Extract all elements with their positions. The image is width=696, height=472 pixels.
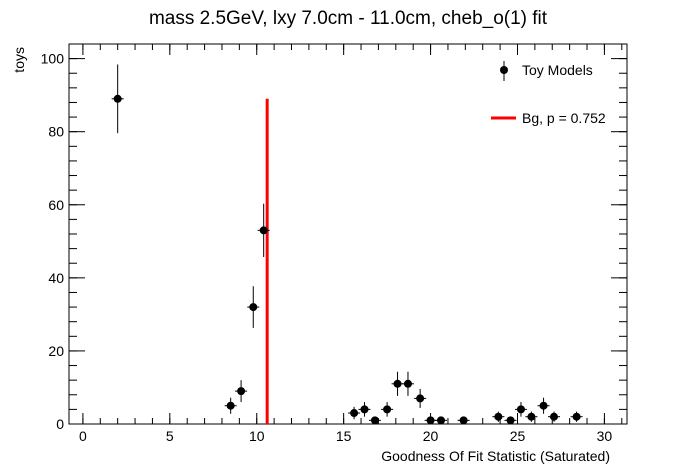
x-tick-label: 0: [79, 428, 87, 444]
x-tick-label: 15: [336, 428, 352, 444]
data-point: [383, 405, 392, 414]
plot-frame: [68, 43, 628, 425]
legend-label-bg: Bg, p = 0.752: [522, 110, 606, 126]
y-tick-label: 100: [41, 51, 65, 67]
data-point: [393, 379, 402, 388]
legend-label-toy-models: Toy Models: [522, 62, 593, 78]
data-point: [416, 394, 425, 403]
x-tick-label: 30: [597, 428, 613, 444]
y-tick-label: 80: [48, 124, 64, 140]
y-tick-label: 20: [48, 343, 64, 359]
data-point: [527, 412, 536, 421]
data-point: [426, 416, 435, 425]
data-point: [459, 416, 468, 425]
data-point: [259, 226, 268, 235]
data-point: [350, 409, 359, 418]
data-point: [237, 387, 246, 396]
x-axis-label: Goodness Of Fit Statistic (Saturated): [381, 448, 610, 464]
data-point: [403, 379, 412, 388]
legend: Toy Models Bg, p = 0.752: [491, 61, 606, 126]
data-point: [437, 416, 445, 425]
data-point: [226, 401, 235, 410]
data-point: [549, 412, 558, 421]
x-tick-label: 25: [510, 428, 526, 444]
x-axis: 0 5 10 15 20 25 30: [79, 44, 623, 444]
x-tick-label: 20: [423, 428, 439, 444]
data-point: [539, 401, 548, 410]
data-point: [113, 94, 122, 103]
x-tick-label: 10: [249, 428, 265, 444]
data-point: [370, 416, 379, 425]
y-axis-label: toys: [11, 47, 27, 73]
y-tick-label: 60: [48, 197, 64, 213]
y-tick-label: 40: [48, 270, 64, 286]
data-point: [506, 416, 515, 425]
data-point: [572, 412, 581, 421]
y-tick-label: 0: [56, 416, 64, 432]
data-point: [494, 412, 503, 421]
x-tick-label: 5: [166, 428, 174, 444]
y-axis: 0 20 40 60 80 100: [41, 43, 627, 432]
data-point: [516, 405, 525, 414]
data-point: [249, 303, 258, 312]
data-point: [360, 405, 369, 414]
chart-title: mass 2.5GeV, lxy 7.0cm - 11.0cm, cheb_o(…: [149, 8, 548, 29]
legend-marker-toy-models: [500, 66, 508, 74]
data-points: [111, 64, 583, 425]
